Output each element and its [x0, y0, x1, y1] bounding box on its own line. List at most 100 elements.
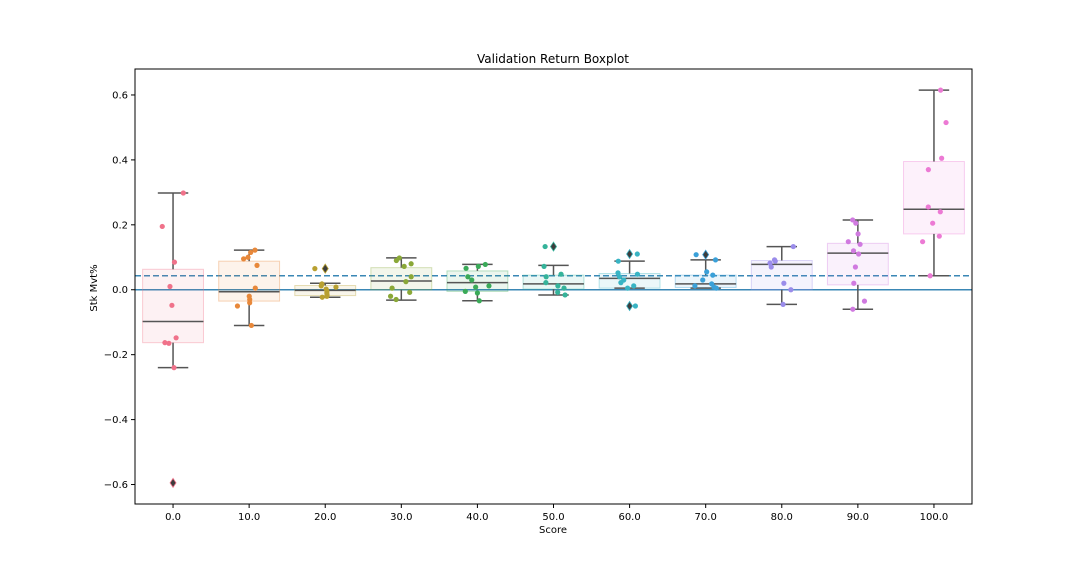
box-group-100-0 — [903, 87, 965, 279]
x-tick-label: 50.0 — [542, 512, 564, 523]
data-point — [476, 298, 482, 304]
data-point — [393, 257, 399, 264]
data-point — [173, 335, 179, 341]
data-point — [788, 287, 794, 293]
data-point — [618, 280, 624, 286]
plot-area: −0.6 −0.4 −0.2 0.0 0.2 0.4 0.6 0.0 10.0 20.0 30.0 4… — [104, 68, 973, 523]
data-point — [855, 231, 861, 237]
box-group-20-0 — [294, 263, 357, 300]
outlier-marker — [550, 241, 557, 252]
data-point — [240, 256, 247, 262]
data-point — [930, 220, 936, 226]
box-group-80-0 — [750, 243, 813, 307]
x-tick-label: 100.0 — [920, 512, 949, 523]
data-point — [943, 119, 949, 126]
data-point — [252, 285, 258, 291]
data-point — [486, 283, 492, 289]
y-tick-label: 0.2 — [112, 220, 128, 231]
data-point — [555, 289, 561, 295]
y-tick-label: 0.0 — [112, 285, 128, 296]
y-tick-label: −0.4 — [104, 415, 128, 426]
data-point — [704, 269, 710, 275]
box-iqr — [826, 242, 889, 286]
data-point — [407, 289, 413, 295]
data-point — [712, 257, 719, 263]
data-point — [555, 283, 561, 289]
data-point — [254, 262, 260, 268]
data-point — [171, 365, 177, 371]
data-point — [790, 243, 796, 250]
data-point — [939, 155, 945, 161]
data-point — [403, 279, 409, 285]
data-point — [631, 283, 637, 289]
y-tick-label: 0.6 — [112, 90, 128, 101]
data-point — [700, 277, 706, 283]
y-tick-label: −0.6 — [104, 480, 128, 491]
data-point — [475, 263, 481, 269]
data-point — [634, 251, 640, 257]
box-group-0-0 — [142, 190, 204, 489]
box-group-10-0 — [218, 247, 281, 329]
outlier-marker — [321, 263, 329, 274]
data-point — [692, 283, 698, 289]
data-point — [245, 254, 251, 260]
data-point — [713, 285, 719, 291]
data-point — [234, 303, 241, 309]
data-point — [543, 274, 549, 280]
data-point — [634, 271, 641, 277]
data-point — [852, 264, 859, 270]
x-tick-label: 70.0 — [695, 512, 717, 523]
data-point — [169, 302, 175, 308]
data-point — [616, 274, 623, 280]
x-tick-label: 10.0 — [238, 512, 260, 523]
box-iqr — [674, 274, 737, 288]
data-point — [937, 87, 944, 93]
data-point — [925, 167, 931, 173]
data-point — [937, 209, 943, 215]
data-point — [558, 271, 564, 277]
data-point — [780, 301, 786, 307]
data-point — [710, 272, 716, 278]
data-point — [180, 190, 186, 196]
x-tick-label: 30.0 — [390, 512, 412, 523]
data-point — [473, 284, 479, 290]
data-point — [408, 274, 414, 280]
data-point — [542, 243, 548, 250]
data-point — [171, 259, 178, 265]
data-point — [920, 239, 926, 245]
y-tick-label: −0.2 — [104, 350, 128, 361]
box-group-60-0 — [598, 248, 661, 312]
data-point — [469, 277, 475, 283]
data-point — [857, 241, 863, 247]
data-point — [561, 285, 567, 291]
data-point — [850, 306, 856, 312]
x-tick-label: 0.0 — [165, 512, 181, 523]
data-point — [324, 293, 330, 299]
data-point — [318, 283, 324, 289]
data-point — [387, 293, 394, 299]
data-point — [312, 266, 318, 272]
outlier-marker — [169, 477, 177, 489]
x-tick-label: 20.0 — [314, 512, 336, 523]
y-axis-label: Stk Mvt% — [89, 264, 100, 311]
x-tick-label: 40.0 — [466, 512, 488, 523]
data-point — [632, 303, 639, 309]
data-point — [615, 270, 621, 276]
data-point — [162, 340, 168, 346]
box-iqr — [522, 274, 585, 290]
data-point — [333, 284, 339, 290]
box-group-90-0 — [826, 217, 889, 312]
data-point — [248, 322, 254, 329]
data-point — [463, 265, 469, 271]
box-group-70-0 — [674, 249, 737, 291]
box-iqr — [598, 273, 661, 289]
data-point — [401, 263, 407, 269]
data-point — [851, 280, 857, 286]
data-point — [853, 220, 859, 226]
data-point — [768, 264, 774, 270]
data-point — [389, 285, 395, 291]
data-point — [319, 294, 325, 300]
data-point — [247, 300, 253, 306]
x-axis-label: Score — [539, 525, 567, 536]
